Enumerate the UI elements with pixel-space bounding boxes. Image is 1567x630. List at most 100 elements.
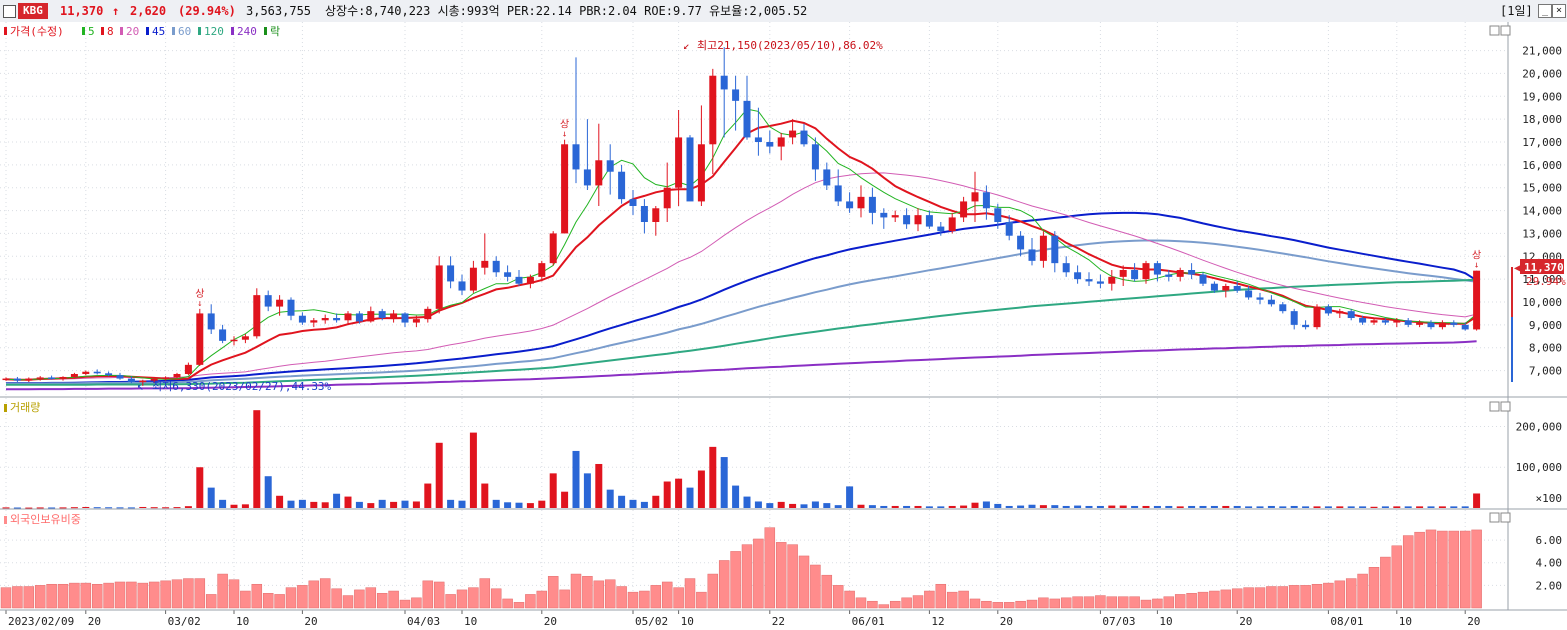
period-selector[interactable]: [1일] [1500,4,1533,18]
foreign-bar [867,600,878,609]
foreign-bar [924,590,935,609]
volume-bar [264,476,272,508]
candle-body [401,313,409,323]
volume-bar [1074,505,1082,508]
candle-body [846,201,854,209]
foreign-bar [1243,587,1254,609]
volume-bar [1039,505,1047,508]
candle-body [766,142,774,147]
candle-body [686,137,694,202]
volume-bar [583,473,591,508]
candle-body [1085,279,1093,282]
foreign-bar [1231,588,1243,609]
legend-label: 가격(수정) [10,25,64,38]
foreign-bar [1414,531,1425,609]
foreign-bar [604,579,616,609]
candle-body [1461,324,1469,330]
foreign-bar [559,589,570,609]
foreign-bar [639,590,650,609]
volume-bar [310,501,318,508]
date-tick-label: 12 [931,615,944,628]
foreign-bar [969,598,981,609]
foreign-panel-maximize-button[interactable] [1489,512,1500,523]
candle-body [492,260,500,273]
candle-body [583,169,591,186]
legend-label: 5 [88,25,95,38]
volume-bar [1427,506,1435,508]
volume-panel-maximize-button[interactable] [1489,401,1500,412]
volume-bar [720,457,728,508]
volume-bar [59,507,67,509]
foreign-bar [741,544,753,609]
candle-body [412,319,420,323]
volume-bar [686,487,694,508]
date-tick-label: 2023/02/09 [8,615,74,628]
candle-body [173,374,181,378]
foreign-bar [12,586,23,609]
volume-bar [1153,505,1161,508]
volume-bar [276,495,284,508]
foreign-bar [411,597,422,609]
foreign-bar [547,576,559,609]
foreign-bar [126,581,137,609]
foreign-panel-close-button[interactable] [1500,512,1511,523]
candle-body [344,313,352,321]
volume-bar [378,499,386,508]
volume-bar [914,505,922,508]
candle-body [1290,311,1298,325]
candle-body [1017,235,1025,250]
candle-body [253,295,261,337]
volume-bar [1404,506,1412,508]
candle-body [903,215,911,225]
candle-body [1222,286,1230,291]
candle-body [298,315,306,323]
foreign-bar [1163,596,1175,609]
candle-body [1473,270,1481,330]
volume-bar [777,501,785,508]
foreign-bar [753,538,764,609]
price-panel-close-button[interactable] [1500,25,1511,36]
volume-bar [1233,505,1241,508]
foreign-bar [46,583,57,609]
foreign-bar [981,600,992,609]
candle-body [618,171,626,200]
foreign-bar [855,597,867,609]
volume-bar [207,487,215,508]
close-button[interactable]: × [1552,4,1566,18]
minimize-button[interactable]: _ [1538,4,1552,18]
foreign-bar [319,578,331,609]
foreign-bar [331,588,342,609]
candle-body [70,374,78,377]
foreign-bar [468,587,479,609]
price-panel-maximize-button[interactable] [1489,25,1500,36]
candle-body [1005,222,1013,236]
foreign-bar [171,579,183,609]
foreign-bar [1106,596,1118,609]
volume-bar [162,507,170,509]
volume-bar [891,505,899,508]
candle-body [139,380,147,383]
volume-bar [1085,505,1093,508]
stock-stats: 상장수:8,740,223 시총:993억 PER:22.14 PBR:2.04… [325,4,808,18]
select-checkbox[interactable] [3,5,16,18]
candle-body [241,336,249,340]
volume-bar [13,507,21,509]
candle-body [469,267,477,291]
candle-body [207,313,215,330]
stock-code[interactable]: KBG [18,3,48,19]
foreign-tick-label: 4.00 [1536,557,1563,570]
volume-bar [549,473,557,508]
date-tick-label: 05/02 [635,615,668,628]
foreign-bar [992,602,1004,609]
foreign-bar [445,594,456,609]
foreign-bar [775,542,787,609]
foreign-bar [1277,586,1289,609]
legend-label: 8 [107,25,114,38]
candle-body [1131,270,1139,280]
volume-panel-close-button[interactable] [1500,401,1511,412]
legend-marker [231,27,234,35]
date-tick-label: 22 [772,615,785,628]
candle-body [925,215,933,227]
date-tick-label: 10 [1159,615,1172,628]
candle-body [355,313,363,322]
